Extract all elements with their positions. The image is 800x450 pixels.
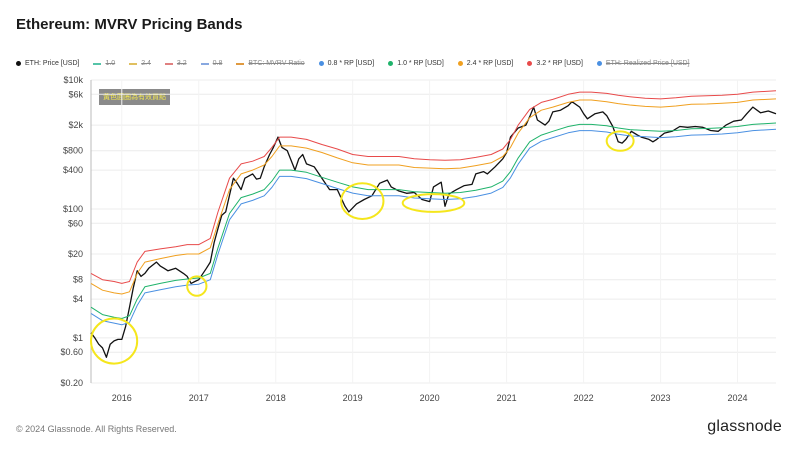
y-tick-label: $1 bbox=[73, 333, 83, 343]
y-tick-label: $10k bbox=[63, 75, 83, 85]
legend-marker-icon bbox=[527, 61, 533, 66]
legend-marker-icon bbox=[16, 61, 21, 66]
y-tick-label: $20 bbox=[68, 249, 83, 259]
legend-label: 0.8 bbox=[212, 60, 223, 67]
y-tick-label: $100 bbox=[63, 204, 83, 214]
highlight-ellipse bbox=[90, 317, 139, 365]
legend-marker-icon bbox=[236, 62, 245, 65]
legend-item[interactable]: 1.0 * RP [USD] bbox=[388, 60, 444, 67]
legend-label: 1.0 * RP [USD] bbox=[397, 60, 444, 67]
legend: ETH: Price [USD] 1.0 2.4 3.2 0.8 BTC: MVRV Ra… bbox=[16, 60, 786, 67]
chart-title: Ethereum: MVRV Pricing Bands bbox=[16, 16, 243, 33]
annotation-note: 黃色圓圈為有效買點 bbox=[99, 89, 170, 105]
legend-item[interactable]: 3.2 * RP [USD] bbox=[527, 60, 583, 67]
x-tick-label: 2022 bbox=[574, 393, 594, 403]
legend-item[interactable]: 3.2 bbox=[164, 60, 187, 67]
series-line bbox=[90, 90, 777, 284]
x-tick-label: 2023 bbox=[651, 393, 671, 403]
legend-label: 2.4 * RP [USD] bbox=[466, 60, 514, 67]
series-line bbox=[90, 101, 777, 358]
highlight-ellipse bbox=[401, 193, 466, 213]
legend-label: ETH: Price [USD] bbox=[25, 60, 80, 67]
series-line bbox=[90, 98, 777, 295]
highlight-ellipse bbox=[605, 130, 635, 152]
x-tick-label: 2018 bbox=[266, 393, 286, 403]
y-tick-label: $2k bbox=[68, 120, 83, 130]
highlight-ellipse bbox=[186, 275, 208, 297]
legend-item[interactable]: ETH: Price [USD] bbox=[16, 60, 79, 67]
glassnode-logo: glassnode bbox=[707, 418, 782, 435]
legend-marker-icon bbox=[129, 62, 138, 65]
legend-item[interactable]: 1.0 bbox=[93, 60, 115, 67]
y-tick-label: $4 bbox=[73, 294, 83, 304]
legend-item[interactable]: BTC: MVRV Ratio bbox=[236, 60, 305, 67]
legend-label: BTC: MVRV Ratio bbox=[248, 60, 305, 67]
legend-item[interactable]: 0.8 * RP [USD] bbox=[318, 60, 375, 67]
legend-label: 1.0 bbox=[105, 60, 116, 67]
x-tick-label: 2024 bbox=[728, 393, 748, 403]
y-tick-label: $60 bbox=[68, 218, 83, 228]
x-tick-label: 2019 bbox=[343, 393, 363, 403]
legend-label: 0.8 * RP [USD] bbox=[327, 60, 375, 67]
legend-label: 2.4 bbox=[141, 60, 151, 67]
y-tick-label: $8 bbox=[73, 275, 83, 285]
legend-marker-icon bbox=[164, 62, 173, 65]
legend-marker-icon bbox=[596, 61, 602, 66]
y-tick-label: $800 bbox=[63, 146, 83, 156]
legend-item[interactable]: 0.8 bbox=[200, 60, 223, 67]
legend-label: ETH: Realized Price [USD] bbox=[605, 60, 690, 67]
legend-marker-icon bbox=[200, 62, 209, 65]
legend-label: 3.2 * RP [USD] bbox=[536, 60, 583, 67]
series-line bbox=[90, 122, 777, 319]
legend-marker-icon bbox=[457, 61, 463, 66]
legend-item[interactable]: 2.4 * RP [USD] bbox=[457, 60, 514, 67]
legend-label: 3.2 bbox=[176, 60, 187, 67]
x-tick-label: 2021 bbox=[497, 393, 517, 403]
legend-marker-icon bbox=[318, 61, 324, 66]
copyright-text: © 2024 Glassnode. All Rights Reserved. bbox=[16, 424, 177, 434]
x-tick-label: 2016 bbox=[112, 393, 132, 403]
y-tick-label: $0.60 bbox=[60, 347, 83, 357]
x-tick-label: 2020 bbox=[420, 393, 440, 403]
legend-item[interactable]: 2.4 bbox=[129, 60, 151, 67]
y-tick-label: $6k bbox=[68, 89, 83, 99]
legend-marker-icon bbox=[388, 61, 394, 66]
x-tick-label: 2017 bbox=[189, 393, 209, 403]
legend-item[interactable]: ETH: Realized Price [USD] bbox=[596, 60, 690, 67]
highlight-ellipse bbox=[340, 182, 385, 220]
y-tick-label: $0.20 bbox=[60, 378, 83, 388]
legend-marker-icon bbox=[93, 62, 102, 65]
y-tick-label: $400 bbox=[63, 165, 83, 175]
